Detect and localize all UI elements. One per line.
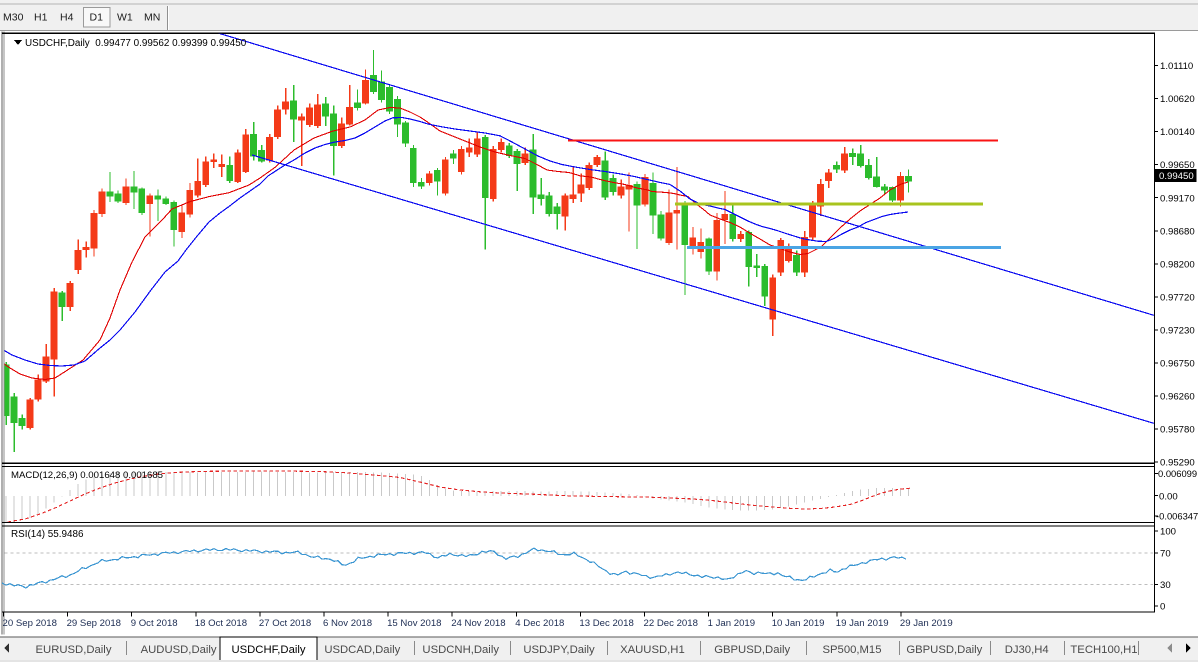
svg-text:6 Nov 2018: 6 Nov 2018 <box>323 618 372 629</box>
svg-text:0.95780: 0.95780 <box>1160 425 1195 436</box>
svg-text:0.95290: 0.95290 <box>1160 458 1195 469</box>
svg-text:GBPUSD,Daily: GBPUSD,Daily <box>906 644 982 656</box>
svg-text:0.99450: 0.99450 <box>1159 171 1194 182</box>
svg-text:30: 30 <box>1160 580 1171 591</box>
svg-text:0.99650: 0.99650 <box>1160 160 1195 171</box>
svg-text:0.006099: 0.006099 <box>1158 468 1197 479</box>
svg-text:27 Oct 2018: 27 Oct 2018 <box>259 618 311 629</box>
svg-text:0.99170: 0.99170 <box>1160 193 1195 204</box>
svg-text:M30: M30 <box>3 12 24 24</box>
svg-text:W1: W1 <box>117 12 133 24</box>
svg-text:4 Dec 2018: 4 Dec 2018 <box>515 618 564 629</box>
svg-text:SP500,M15: SP500,M15 <box>822 644 881 656</box>
svg-text:22 Dec 2018: 22 Dec 2018 <box>644 618 698 629</box>
svg-text:24 Nov 2018: 24 Nov 2018 <box>451 618 505 629</box>
svg-text:29 Jan 2019: 29 Jan 2019 <box>900 618 953 629</box>
svg-text:100: 100 <box>1160 527 1176 538</box>
svg-text:13 Dec 2018: 13 Dec 2018 <box>579 618 633 629</box>
svg-text:29 Sep 2018: 29 Sep 2018 <box>67 618 121 629</box>
svg-text:9 Oct 2018: 9 Oct 2018 <box>131 618 178 629</box>
svg-text:MACD(12,26,9) 0.001648 0.00168: MACD(12,26,9) 0.001648 0.001685 <box>11 470 163 481</box>
svg-text:18 Oct 2018: 18 Oct 2018 <box>195 618 247 629</box>
svg-text:USDJPY,Daily: USDJPY,Daily <box>523 644 595 656</box>
svg-text:20 Sep 2018: 20 Sep 2018 <box>3 618 57 629</box>
svg-text:19 Jan 2019: 19 Jan 2019 <box>836 618 889 629</box>
svg-text:0.97720: 0.97720 <box>1160 292 1195 303</box>
svg-text:USDCHF,Daily 0.99477 0.99562: USDCHF,Daily 0.99477 0.99562 0.99399 0.9… <box>25 38 247 49</box>
svg-text:XAUUSD,H1: XAUUSD,H1 <box>620 644 685 656</box>
svg-text:DJ30,H4: DJ30,H4 <box>1005 644 1049 656</box>
svg-text:0.00: 0.00 <box>1159 491 1178 502</box>
svg-text:10 Jan 2019: 10 Jan 2019 <box>772 618 825 629</box>
svg-text:-0.006347: -0.006347 <box>1156 511 1198 522</box>
svg-text:1.00140: 1.00140 <box>1160 127 1195 138</box>
svg-text:15 Nov 2018: 15 Nov 2018 <box>387 618 441 629</box>
svg-text:1.01110: 1.01110 <box>1160 61 1193 72</box>
svg-text:1.00620: 1.00620 <box>1160 94 1195 105</box>
svg-text:RSI(14) 55.9486: RSI(14) 55.9486 <box>11 529 84 540</box>
svg-text:USDCAD,Daily: USDCAD,Daily <box>324 644 400 656</box>
svg-text:0: 0 <box>1160 602 1165 613</box>
svg-text:MN: MN <box>144 12 160 24</box>
svg-text:0.98680: 0.98680 <box>1160 226 1195 237</box>
svg-text:70: 70 <box>1160 549 1171 560</box>
svg-text:0.96750: 0.96750 <box>1160 359 1195 370</box>
svg-text:0.97230: 0.97230 <box>1160 326 1195 337</box>
svg-text:H4: H4 <box>60 12 74 24</box>
svg-text:H1: H1 <box>34 12 48 24</box>
svg-text:USDCNH,Daily: USDCNH,Daily <box>422 644 499 656</box>
svg-text:D1: D1 <box>90 12 104 24</box>
svg-text:0.98200: 0.98200 <box>1160 259 1195 270</box>
svg-text:GBPUSD,Daily: GBPUSD,Daily <box>714 644 790 656</box>
svg-text:USDCHF,Daily: USDCHF,Daily <box>231 644 305 656</box>
svg-text:TECH100,H1: TECH100,H1 <box>1070 644 1137 656</box>
svg-text:0.96260: 0.96260 <box>1160 392 1195 403</box>
svg-text:AUDUSD,Daily: AUDUSD,Daily <box>141 644 217 656</box>
svg-text:EURUSD,Daily: EURUSD,Daily <box>36 644 112 656</box>
svg-text:1 Jan 2019: 1 Jan 2019 <box>708 618 755 629</box>
